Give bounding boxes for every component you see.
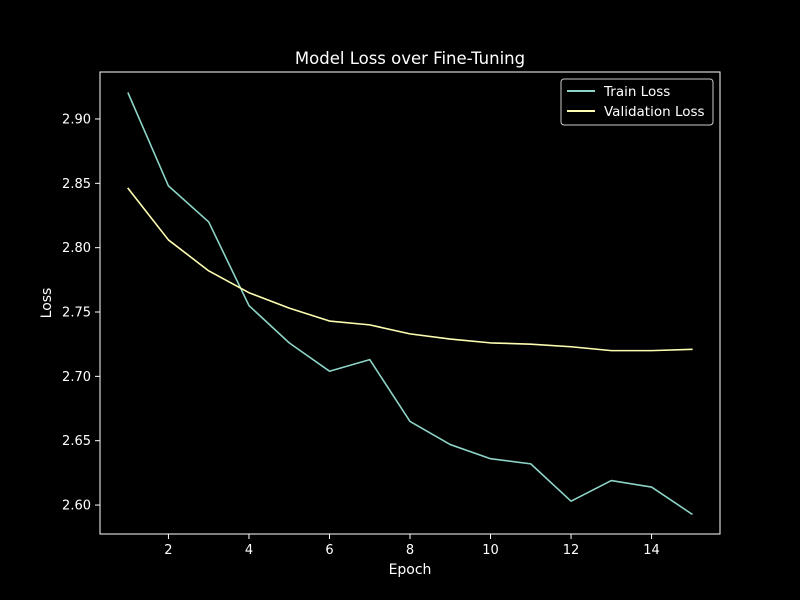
series-layer — [127, 92, 693, 516]
data-point-train-loss — [651, 486, 653, 488]
data-point-train-loss — [168, 185, 170, 187]
series-line-train-loss — [127, 92, 693, 516]
data-point-validation-loss — [570, 346, 572, 348]
x-tick-label: 12 — [563, 543, 580, 558]
legend: Train Loss Validation Loss — [560, 78, 714, 126]
data-point-validation-loss — [409, 333, 411, 335]
data-point-train-loss — [248, 305, 250, 307]
series-line-validation-loss — [127, 187, 693, 352]
data-point-validation-loss — [611, 350, 613, 352]
data-point-train-loss — [570, 500, 572, 502]
y-tick-label: 2.75 — [62, 306, 91, 321]
data-point-train-loss — [127, 92, 129, 94]
y-tick-label: 2.65 — [62, 434, 91, 449]
y-tick-label: 2.90 — [62, 112, 91, 127]
data-point-validation-loss — [651, 350, 653, 352]
data-point-train-loss — [490, 458, 492, 460]
y-tick-label: 2.60 — [62, 499, 91, 514]
x-axis-ticks: 2 4 6 8 10 12 14 — [164, 534, 660, 558]
x-tick-label: 2 — [164, 543, 172, 558]
x-tick-label: 8 — [406, 543, 414, 558]
y-tick-label: 2.80 — [62, 241, 91, 256]
data-point-validation-loss — [208, 270, 210, 272]
x-tick-label: 10 — [482, 543, 499, 558]
x-tick-label: 6 — [325, 543, 333, 558]
data-point-train-loss — [208, 221, 210, 223]
y-tick-label: 2.85 — [62, 177, 91, 192]
data-point-train-loss — [691, 513, 693, 515]
data-point-train-loss — [369, 359, 371, 361]
x-tick-label: 4 — [245, 543, 253, 558]
y-tick-label: 2.70 — [62, 370, 91, 385]
legend-label-train-loss: Train Loss — [603, 84, 670, 100]
data-point-validation-loss — [691, 349, 693, 351]
data-point-train-loss — [288, 342, 290, 344]
data-point-train-loss — [329, 370, 331, 372]
data-point-validation-loss — [490, 342, 492, 344]
data-point-train-loss — [611, 480, 613, 482]
y-axis-ticks: 2.60 2.65 2.70 2.75 2.80 2.85 2.90 — [62, 112, 100, 514]
chart-title: Model Loss over Fine-Tuning — [295, 49, 525, 68]
data-point-validation-loss — [329, 320, 331, 322]
y-axis-label: Loss — [39, 288, 55, 319]
data-point-validation-loss — [168, 239, 170, 241]
data-point-validation-loss — [127, 188, 129, 190]
data-point-validation-loss — [288, 307, 290, 309]
data-point-validation-loss — [248, 292, 250, 294]
data-point-validation-loss — [530, 343, 532, 345]
data-point-train-loss — [449, 444, 451, 446]
data-point-train-loss — [409, 421, 411, 423]
x-axis-label: Epoch — [389, 562, 432, 578]
legend-label-validation-loss: Validation Loss — [604, 104, 705, 120]
data-point-validation-loss — [369, 324, 371, 326]
legend-box — [560, 78, 714, 126]
data-point-train-loss — [530, 463, 532, 465]
data-point-validation-loss — [449, 338, 451, 340]
x-tick-label: 14 — [643, 543, 660, 558]
